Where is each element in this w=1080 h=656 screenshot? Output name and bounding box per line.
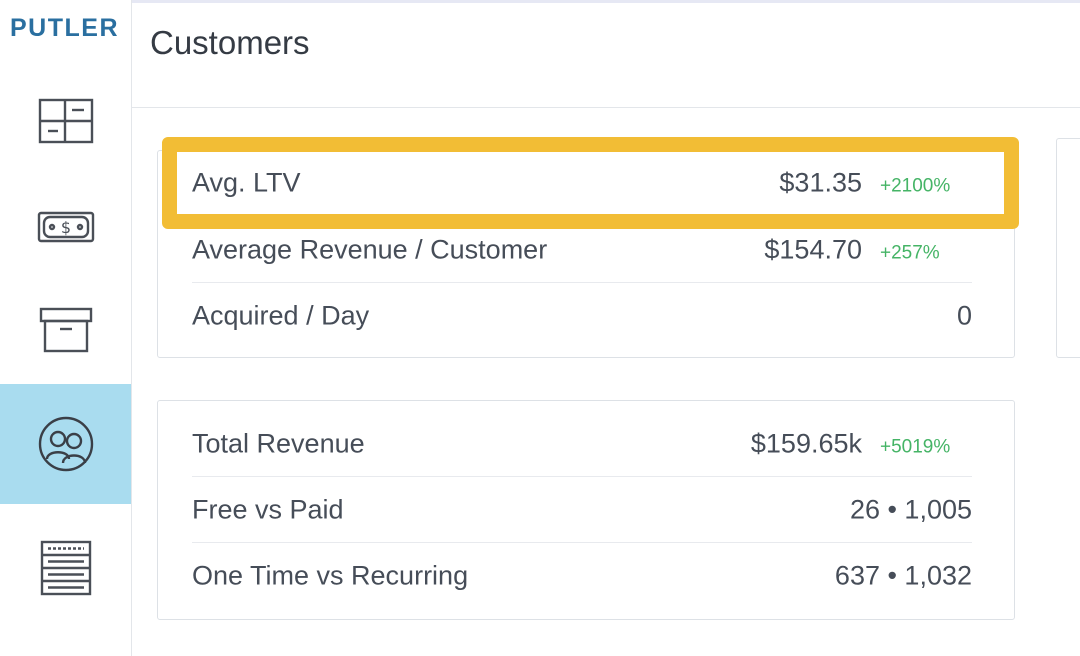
metric-change: +5019% <box>880 436 951 457</box>
metric-label: Acquired / Day <box>192 300 370 331</box>
highlight-frame: Avg. LTV $31.35 +2100% <box>162 137 1019 229</box>
box-icon <box>39 307 92 353</box>
svg-text:$: $ <box>60 218 70 237</box>
page-header: Customers <box>132 0 1080 108</box>
metric-value-group: 26 • 1,005 <box>850 494 972 525</box>
metric-row-onetime-vs-recurring: One Time vs Recurring 637 • 1,032 <box>192 543 972 609</box>
metric-label: Total Revenue <box>192 428 365 458</box>
metric-value: $31.35 <box>779 167 862 198</box>
metric-value-group: 637 • 1,032 <box>835 561 972 592</box>
sidebar: PUTLER $ <box>0 0 132 656</box>
sidebar-item-dashboard[interactable] <box>0 62 131 182</box>
metric-row-acquired-day: Acquired / Day 0 <box>192 283 972 349</box>
metric-value: 0 <box>956 300 972 331</box>
metric-row-avg-revenue: Average Revenue / Customer $154.70 +257% <box>192 217 972 283</box>
money-icon: $ <box>37 211 94 243</box>
page-title: Customers <box>150 24 310 61</box>
metric-label: Avg. LTV <box>192 167 301 198</box>
top-border <box>0 0 1080 3</box>
metric-value: 26 • 1,005 <box>849 494 972 524</box>
metric-value-group: $159.65k +5019% <box>751 428 972 459</box>
metric-label: Free vs Paid <box>192 494 344 524</box>
metric-row-free-vs-paid: Free vs Paid 26 • 1,005 <box>192 477 972 543</box>
metric-row-avg-ltv: Avg. LTV $31.35 +2100% <box>192 152 972 214</box>
revenue-metrics-card: Total Revenue $159.65k +5019% Free vs Pa… <box>157 400 1015 620</box>
side-card <box>1056 138 1080 358</box>
dashboard-icon <box>38 98 93 144</box>
metric-value-group: 0 <box>957 301 972 332</box>
metric-value: 637 • 1,032 <box>834 560 972 591</box>
sidebar-item-products[interactable] <box>0 270 131 390</box>
metric-value: $154.70 <box>764 234 862 264</box>
list-icon <box>40 540 91 596</box>
metric-row-total-revenue: Total Revenue $159.65k +5019% <box>192 411 972 477</box>
metric-value-group: $154.70 +257% <box>764 234 972 265</box>
sidebar-item-reports[interactable] <box>0 508 131 628</box>
sidebar-item-customers[interactable] <box>0 384 131 504</box>
metric-label: One Time vs Recurring <box>192 560 469 591</box>
app-logo[interactable]: PUTLER <box>10 14 119 42</box>
metric-change: +257% <box>880 242 940 263</box>
metric-label: Average Revenue / Customer <box>192 234 548 264</box>
customers-icon <box>38 416 93 472</box>
metric-change: +2100% <box>880 175 951 197</box>
metric-value-group: $31.35 +2100% <box>779 168 972 199</box>
sidebar-item-sales[interactable]: $ <box>0 166 131 286</box>
metric-value: $159.65k <box>750 428 862 458</box>
